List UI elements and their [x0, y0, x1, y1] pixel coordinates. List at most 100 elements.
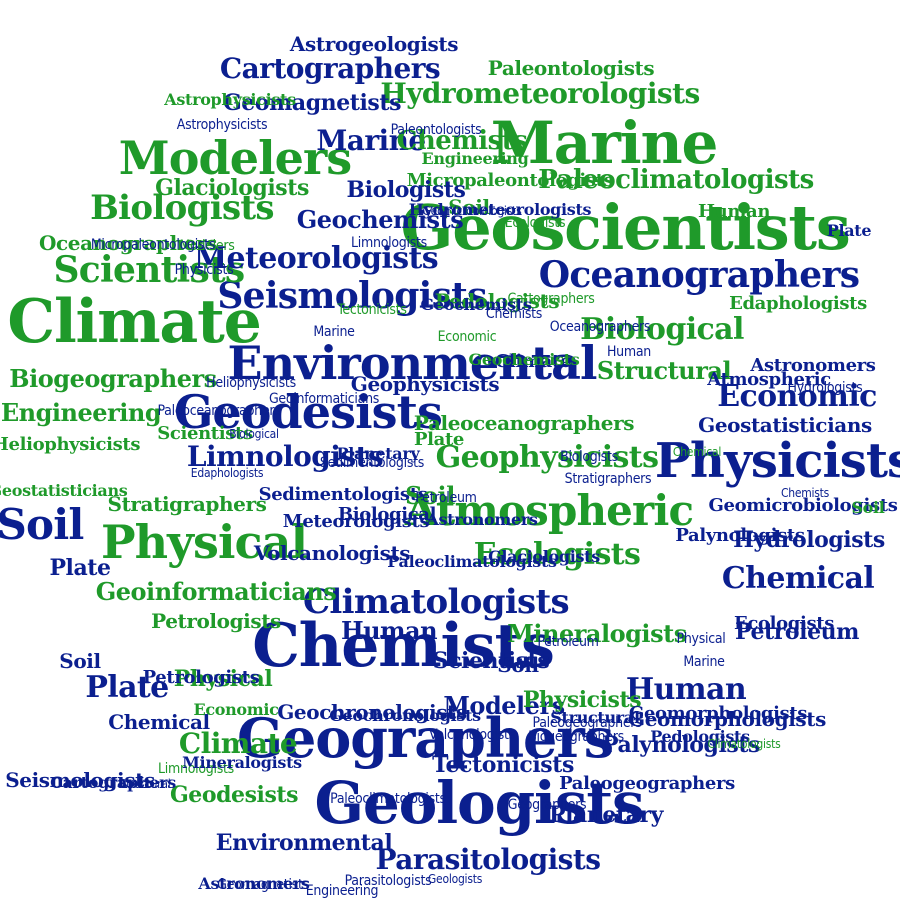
- word-oceanographers: Oceanographers: [538, 254, 860, 296]
- word-paleoclimatologists: Paleoclimatologists: [387, 552, 557, 571]
- word-petroleum: Petroleum: [537, 634, 599, 650]
- word-chemists: Chemists: [252, 611, 555, 681]
- word-geomorphologists: Geomorphologists: [628, 703, 808, 724]
- word-environmental: Environmental: [215, 830, 393, 856]
- word-paleogeographers: Paleogeographers: [532, 715, 642, 731]
- word-ecologists: Ecologists: [734, 613, 834, 634]
- word-heliophysicists: Heliophysicists: [206, 375, 296, 391]
- word-paleontologists: Paleontologists: [487, 56, 655, 80]
- word-astrogeologists: Astrogeologists: [289, 32, 459, 56]
- word-edaphologists: Edaphologists: [729, 293, 867, 314]
- word-geodesists: Geodesists: [169, 782, 299, 808]
- word-human: Human: [697, 201, 771, 222]
- word-ecologists: Ecologists: [473, 537, 641, 572]
- word-modelers: Modelers: [118, 131, 352, 185]
- word-environmental: Environmental: [227, 336, 597, 390]
- word-petroleum: Petroleum: [734, 619, 860, 645]
- word-biologists: Biologists: [560, 449, 618, 465]
- word-geologists: Geologists: [314, 769, 645, 837]
- word-physical: Physical: [676, 631, 726, 647]
- word-tectonicists: Tectonicists: [337, 302, 407, 318]
- word-physicists: Physicists: [522, 687, 642, 713]
- word-limnologists: Limnologists: [351, 235, 427, 251]
- word-stratigraphers: Stratigraphers: [564, 471, 652, 487]
- word-geographers: Geographers: [236, 706, 614, 770]
- word-biologists: Biologists: [90, 188, 274, 228]
- word-petrologists: Petrologists: [142, 667, 260, 688]
- word-palynologists: Palynologists: [675, 525, 805, 546]
- word-biogeographers: Biogeographers: [9, 364, 217, 393]
- word-tectonicists: Tectonicists: [432, 752, 574, 778]
- word-glaciologists: Glaciologists: [488, 547, 600, 566]
- word-geographers: Geographers: [507, 797, 587, 813]
- word-planetary: Planetary: [336, 444, 420, 463]
- word-seismologists: Seismologists: [5, 768, 155, 792]
- word-mineralogists: Mineralogists: [507, 619, 687, 648]
- word-biologists: Biologists: [346, 177, 466, 203]
- word-ecologists: Ecologists: [504, 215, 566, 231]
- word-cartographers: Cartographers: [219, 52, 441, 85]
- word-geomorphologists: Geomorphologists: [628, 707, 826, 731]
- word-soil: Soil: [405, 481, 455, 510]
- word-paleoceanographers: Paleoceanographers: [157, 403, 281, 419]
- word-oceanographers: Oceanographers: [549, 319, 651, 335]
- word-astrophysicists: Astrophysicists: [164, 90, 296, 109]
- word-physicists: Physicists: [654, 433, 900, 489]
- word-economic: Economic: [193, 700, 279, 719]
- word-marine: Marine: [316, 124, 426, 157]
- word-volcanologists: Volcanologists: [253, 541, 411, 565]
- word-volcanologists: Volcanologists: [429, 727, 515, 743]
- word-biological: Biological: [337, 504, 437, 525]
- word-marine: Marine: [683, 654, 725, 670]
- word-structural: Structural: [596, 356, 732, 385]
- word-atmospheric: Atmospheric: [707, 369, 831, 390]
- word-astronomers: Astronomers: [198, 874, 310, 893]
- word-chemical: Chemical: [108, 710, 210, 734]
- word-oceanographers: Oceanographers: [38, 231, 218, 255]
- word-meteorologists: Meteorologists: [193, 241, 439, 276]
- word-chemical: Chemical: [672, 445, 722, 459]
- word-sedimentologists: Sedimentologists: [258, 484, 428, 505]
- word-climate: Climate: [495, 351, 571, 372]
- word-human: Human: [625, 672, 747, 707]
- word-geochemists: Geochemists: [420, 295, 532, 314]
- word-meteorologists: Meteorologists: [282, 511, 430, 532]
- word-micropaleontologists: Micropaleontologists: [406, 170, 614, 191]
- word-scientists: Scientists: [157, 423, 253, 444]
- word-geologists: Geologists: [427, 872, 483, 886]
- word-atmospheric: Atmospheric: [404, 486, 694, 535]
- word-parasitologists: Parasitologists: [344, 873, 432, 889]
- word-geoscientists: Geoscientists: [400, 191, 850, 264]
- word-geochemists: Geochemists: [468, 350, 580, 369]
- word-mineralogists: Mineralogists: [182, 753, 302, 772]
- word-edaphologists: Edaphologists: [190, 466, 264, 480]
- word-chemists: Chemists: [396, 126, 528, 156]
- word-engineering: Engineering: [0, 398, 162, 427]
- word-limnologists: Limnologists: [158, 761, 234, 777]
- word-engineering: Engineering: [305, 883, 379, 899]
- word-marine: Marine: [313, 324, 355, 340]
- word-geomicrobiologists: Geomicrobiologists: [708, 495, 898, 516]
- word-geophysicists: Geophysicists: [435, 440, 659, 475]
- word-chemists: Chemists: [780, 486, 830, 500]
- word-hydrologists: Hydrologists: [733, 527, 885, 553]
- word-limnologists: Limnologists: [186, 440, 384, 473]
- word-geochemists: Geochemists: [296, 205, 464, 234]
- word-petroleum: Petroleum: [415, 490, 477, 506]
- word-engineering: Engineering: [421, 149, 529, 168]
- word-biological: Biological: [229, 427, 279, 441]
- word-soil: Soil: [497, 653, 539, 677]
- word-human: Human: [606, 344, 652, 360]
- word-plate: Plate: [826, 221, 872, 240]
- word-geomagnetists: Geomagnetists: [222, 90, 402, 116]
- word-micropaleontologists: Micropaleontologists: [90, 237, 216, 253]
- word-stratigraphers: Stratigraphers: [107, 492, 267, 516]
- word-cartographers: Cartographers: [507, 291, 595, 307]
- word-structural: Structural: [550, 708, 640, 727]
- word-geodesists: Geodesists: [174, 385, 443, 439]
- word-modelers: Modelers: [179, 238, 235, 254]
- word-parasitologists: Parasitologists: [375, 843, 602, 876]
- word-scientists: Scientists: [432, 648, 550, 674]
- word-geoinformaticians: Geoinformaticians: [95, 577, 337, 606]
- word-modelers: Modelers: [443, 691, 565, 720]
